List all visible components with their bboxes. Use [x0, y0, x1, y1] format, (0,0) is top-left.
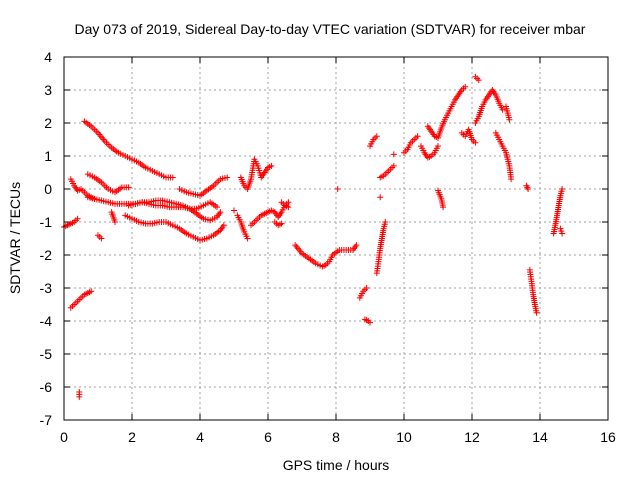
x-tick-label: 0	[60, 429, 68, 445]
y-tick-label: -7	[40, 412, 53, 428]
data-point	[390, 162, 397, 169]
x-tick-label: 14	[532, 429, 548, 445]
x-tick-label: 16	[600, 429, 616, 445]
data-point	[390, 151, 397, 158]
data-point	[285, 204, 292, 211]
data-point	[462, 83, 469, 90]
data-point	[98, 235, 105, 242]
y-tick-label: -5	[40, 346, 53, 362]
data-point	[363, 285, 370, 291]
data-point	[220, 222, 227, 229]
y-tick-label: -1	[40, 214, 53, 230]
x-tick-label: 4	[196, 429, 204, 445]
x-tick-label: 8	[332, 429, 340, 445]
data-point	[435, 143, 441, 150]
x-tick-label: 6	[264, 429, 272, 445]
data-point	[74, 215, 81, 222]
data-points	[61, 73, 566, 400]
chart-title: Day 073 of 2019, Sidereal Day-to-day VTE…	[75, 21, 586, 37]
y-tick-label: -6	[40, 379, 53, 395]
data-point	[244, 235, 251, 242]
y-tick-label: 1	[44, 148, 52, 164]
data-point	[125, 184, 132, 191]
data-point	[533, 309, 540, 316]
data-point	[440, 204, 447, 211]
data-point	[169, 174, 176, 181]
data-point	[559, 186, 566, 192]
y-tick-label: -2	[40, 247, 53, 263]
y-tick-label: 3	[44, 82, 52, 98]
data-point	[334, 186, 341, 192]
y-tick-label: 4	[44, 49, 52, 65]
data-point	[506, 116, 513, 123]
data-point	[268, 162, 275, 169]
data-point	[353, 242, 360, 249]
data-point	[472, 139, 479, 146]
data-point	[373, 133, 380, 140]
y-tick-label: 2	[44, 115, 52, 131]
data-point	[508, 176, 515, 183]
data-point	[367, 319, 373, 326]
data-point	[377, 194, 384, 201]
grid	[64, 57, 608, 420]
plot-frame	[63, 56, 609, 421]
y-axis-label: SDTVAR / TECUs	[7, 182, 23, 294]
x-tick-label: 12	[464, 429, 480, 445]
y-tick-label: -3	[40, 280, 53, 296]
data-point	[499, 106, 506, 113]
data-point	[231, 207, 237, 214]
x-axis-label: GPS time / hours	[283, 457, 390, 473]
data-point	[475, 77, 482, 84]
data-point	[112, 219, 118, 225]
y-tick-labels: -7 -6 -5 -4 -3 -2 -1 0 1 2 3 4	[40, 49, 53, 428]
data-point	[278, 220, 285, 227]
data-point	[525, 186, 532, 192]
x-tick-label: 2	[128, 429, 136, 445]
y-tick-label: 0	[44, 181, 52, 197]
x-tick-label: 10	[396, 429, 412, 445]
x-tick-labels: 0 2 4 6 8 10 12 14 16	[60, 429, 616, 445]
data-point	[382, 219, 389, 225]
data-point	[559, 230, 566, 237]
data-point	[414, 133, 421, 140]
y-tick-label: -4	[40, 313, 53, 329]
data-point	[88, 288, 95, 295]
data-point	[76, 393, 83, 400]
data-point	[224, 174, 231, 181]
data-point	[217, 209, 224, 216]
data-point	[214, 204, 220, 211]
